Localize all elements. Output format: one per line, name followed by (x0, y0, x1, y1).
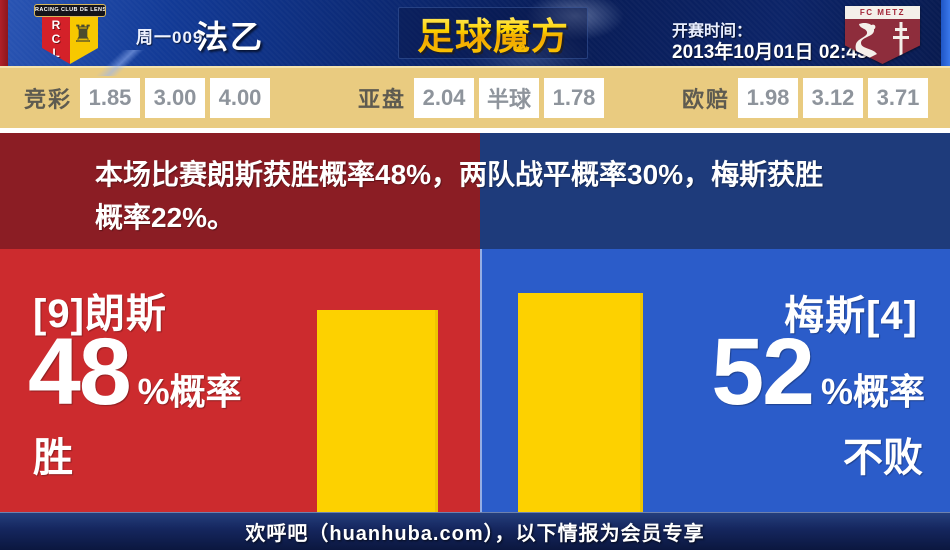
site-logo-panel: 足球魔方 (398, 7, 588, 59)
rcl-shield-icon: R C L ♜ (42, 17, 98, 64)
odds-group-oupei: 欧赔 1.98 3.12 3.71 (682, 68, 933, 128)
odds-value-box: 2.04 (414, 78, 475, 118)
away-probability: 52 %概率 (711, 319, 925, 425)
odds-label-jingcai: 竞彩 (24, 87, 73, 112)
probability-panels: [9]朗斯 48 %概率 胜 梅斯[4] 52 %概率 不败 (0, 249, 950, 512)
footer-text: 欢呼吧（huanhuba.com），以下情报为会员专享 (245, 522, 705, 545)
rcl-letter-c: C (51, 32, 61, 46)
odds-handicap-box: 半球 (479, 78, 540, 118)
home-team-logo-rcl: RACING CLUB DE LENS R C L ♜ (30, 2, 110, 64)
metz-lorraine-cross-icon (893, 22, 909, 56)
kickoff-time-label: 开赛时间： (672, 23, 753, 40)
away-outcome-label: 不败 (843, 436, 923, 480)
metz-dragon-icon (855, 22, 877, 58)
odds-bar: 竞彩 1.85 3.00 4.00 亚盘 2.04 半球 1.78 欧赔 1.9… (0, 66, 950, 128)
odds-value-box: 3.12 (803, 78, 864, 118)
home-probability: 48 %概率 (28, 319, 242, 425)
match-header: RACING CLUB DE LENS R C L ♜ 周一009 法乙 足球魔… (0, 0, 950, 76)
odds-value-box: 3.00 (145, 78, 206, 118)
summary-red-panel (0, 133, 480, 249)
away-team-logo-metz: FC METZ (845, 6, 920, 64)
away-probability-bar (518, 293, 643, 512)
summary-blue-panel (480, 133, 950, 249)
rcl-letters: R C L (42, 18, 70, 60)
away-percent-value: 52 (711, 319, 815, 425)
divider-gap (0, 128, 950, 133)
odds-value-box: 4.00 (210, 78, 271, 118)
odds-group-jingcai: 竞彩 1.85 3.00 4.00 (24, 68, 275, 128)
home-team-name: [9]朗斯 (33, 292, 167, 336)
rcl-letter-r: R (51, 18, 61, 32)
rcl-tower-icon: ♜ (72, 21, 94, 48)
league-name: 法乙 (196, 19, 265, 55)
prediction-summary-strip: 本场比赛朗斯获胜概率48%，两队战平概率30%，梅斯获胜概率22%。 (0, 133, 950, 249)
prediction-summary-text: 本场比赛朗斯获胜概率48%，两队战平概率30%，梅斯获胜概率22%。 (95, 159, 824, 233)
away-percent-suffix: %概率 (820, 371, 925, 412)
metz-title-text: FC METZ (845, 6, 920, 19)
odds-group-yapan: 亚盘 2.04 半球 1.78 (358, 68, 609, 128)
home-percent-value: 48 (28, 319, 132, 425)
odds-value-box: 3.71 (868, 78, 929, 118)
header-left-red-stripe (0, 0, 8, 66)
site-logo-text: 足球魔方 (417, 6, 569, 60)
home-outcome-label: 胜 (33, 436, 73, 480)
odds-value-box: 1.98 (738, 78, 799, 118)
match-number-label: 周一009 (136, 28, 204, 47)
rcl-banner-text: RACING CLUB DE LENS (34, 4, 106, 17)
odds-label-yapan: 亚盘 (358, 87, 407, 112)
odds-value-box: 1.85 (80, 78, 141, 118)
odds-label-oupei: 欧赔 (682, 87, 731, 112)
home-probability-bar (317, 310, 438, 512)
metz-shield-icon: FC METZ (845, 6, 920, 64)
footer-banner: 欢呼吧（huanhuba.com），以下情报为会员专享 (0, 512, 950, 550)
odds-value-box: 1.78 (544, 78, 605, 118)
header-right-blue-stripe (941, 0, 950, 66)
rcl-letter-l: L (52, 46, 60, 60)
away-team-name: 梅斯[4] (784, 294, 918, 338)
home-percent-suffix: %概率 (137, 371, 242, 412)
kickoff-time-value: 2013年10月01日 02:45 (672, 42, 868, 63)
